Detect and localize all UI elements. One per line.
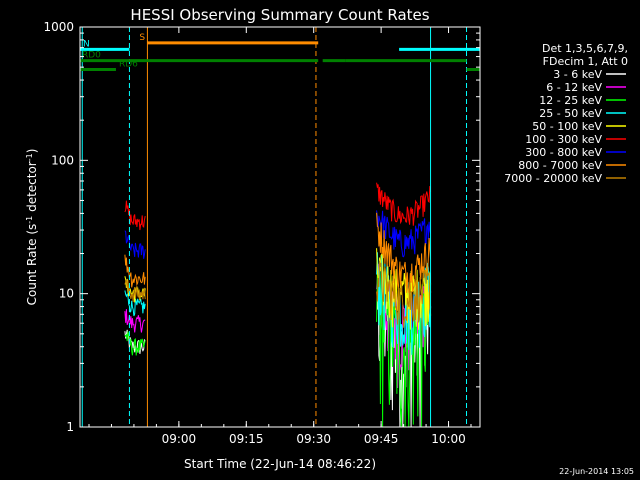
series-line-segment-2 (376, 210, 432, 258)
legend-entry-label: 100 - 300 keV (525, 133, 602, 146)
x-tick-label: 09:15 (229, 432, 264, 446)
flag-label: RD6 (119, 60, 138, 70)
flag-label: N (83, 39, 90, 49)
legend-entry-label: 12 - 25 keV (539, 94, 602, 107)
y-axis-label: Count Rate (s-1 detector-1) (25, 149, 39, 306)
y-tick-label: 1 (66, 420, 74, 434)
legend-entry-label: 50 - 100 keV (532, 120, 602, 133)
series-line-segment-1 (124, 290, 146, 317)
series-line-segment-1 (124, 200, 146, 231)
flag-label: RD0 (82, 51, 101, 61)
y-tick-label: 1000 (43, 20, 74, 34)
x-tick-label: 09:00 (162, 432, 197, 446)
flag-label: S (139, 33, 145, 43)
x-tick-label: 10:00 (431, 432, 466, 446)
series-line-segment-1 (124, 330, 146, 356)
series-line-segment-2 (376, 260, 432, 328)
x-tick-label: 09:45 (364, 432, 399, 446)
y-axis: 1 10 100 1000 (43, 20, 480, 434)
series-line-segment-1 (124, 254, 146, 288)
series-line-segment-1 (124, 230, 146, 259)
chart-title: HESSI Observing Summary Count Rates (130, 6, 429, 24)
x-tick-label: 09:30 (296, 432, 331, 446)
plot-frame (79, 26, 481, 428)
x-axis: 09:00 09:15 09:30 09:45 10:00 (88, 27, 472, 446)
y-tick-label: 100 (51, 153, 74, 167)
legend-header-line-2: FDecim 1, Att 0 (543, 55, 628, 68)
series-line-segment-1 (124, 329, 146, 354)
legend-entry-label: 300 - 800 keV (525, 146, 602, 159)
legend: Det 1,3,5,6,7,9, FDecim 1, Att 0 3 - 6 k… (504, 42, 628, 185)
legend-entry-label: 25 - 50 keV (539, 107, 602, 120)
legend-entry-label: 3 - 6 keV (553, 68, 602, 81)
series-line-segment-1 (124, 309, 146, 333)
legend-entry-label: 7000 - 20000 keV (504, 172, 602, 185)
plot-area: S N RD0 RD6 (80, 27, 480, 428)
y-tick-label: 10 (59, 287, 74, 301)
series-line-segment-2 (376, 182, 432, 226)
x-axis-label: Start Time (22-Jun-14 08:46:22) (184, 457, 376, 471)
legend-entry-label: 800 - 7000 keV (518, 159, 602, 172)
series-line-segment-1 (124, 279, 146, 303)
legend-entry-label: 6 - 12 keV (546, 81, 602, 94)
footer-date: 22-Jun-2014 13:05 (559, 467, 634, 476)
series-line-segment-2 (376, 212, 432, 293)
legend-header-line-1: Det 1,3,5,6,7,9, (542, 42, 628, 55)
